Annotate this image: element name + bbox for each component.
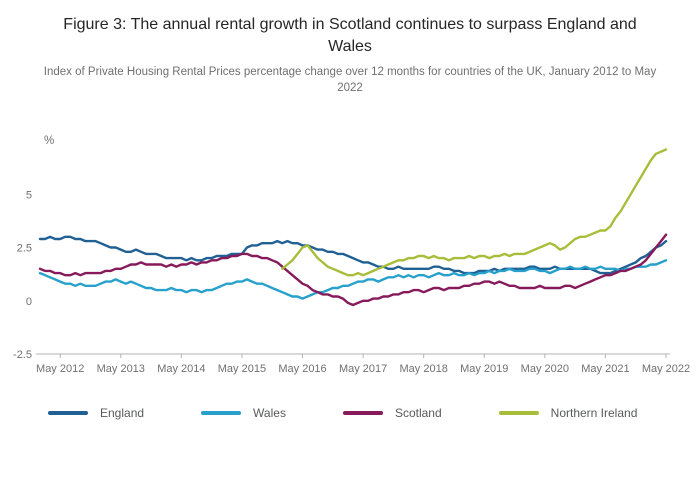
legend-swatch-icon — [201, 411, 242, 416]
x-tick-label: May 2022 — [642, 363, 690, 375]
figure-title: Figure 3: The annual rental growth in Sc… — [63, 16, 637, 55]
legend-item-scotland: Scotland — [342, 406, 442, 421]
legend-label: England — [100, 406, 145, 421]
legend-label: Northern Ireland — [550, 406, 638, 421]
legend-item-wales: Wales — [201, 406, 286, 420]
x-tick-label: May 2019 — [460, 363, 508, 375]
x-tick-label: May 2015 — [218, 363, 266, 375]
x-tick-label: May 2012 — [36, 363, 84, 375]
y-tick-label: 2.5 — [17, 243, 32, 255]
x-tick-label: May 2013 — [97, 363, 145, 375]
legend-swatch-icon — [48, 411, 88, 416]
legend-swatch-icon — [342, 411, 383, 416]
x-tick-label: May 2018 — [400, 363, 448, 375]
legend-item-northern-ireland: Northern Ireland — [498, 406, 638, 421]
y-tick-label: 0 — [26, 296, 32, 308]
chart-legend: England Wales Scotland Northern Ireland — [48, 406, 700, 420]
legend-item-england: England — [48, 406, 144, 420]
y-tick-label: -2.5 — [13, 349, 32, 361]
y-axis-unit-label: % — [44, 135, 54, 147]
series-line-wales — [38, 259, 668, 301]
x-tick-label: May 2016 — [278, 363, 326, 375]
legend-label: Wales — [253, 406, 286, 421]
x-tick-label: May 2014 — [157, 363, 205, 375]
series-line-scotland — [38, 233, 668, 307]
figure-subtitle: Index of Private Housing Rental Prices p… — [43, 66, 657, 95]
x-tick-label: May 2021 — [581, 363, 629, 375]
x-tick-label: May 2020 — [521, 363, 569, 375]
legend-swatch-icon — [498, 411, 539, 416]
rental-growth-line-chart: % -2.5 0 2.5 5 May 2012 May 2013 May 2014 May 20… — [13, 135, 690, 375]
y-tick-label: 5 — [26, 190, 32, 202]
x-tick-label: May 2017 — [339, 363, 387, 375]
figure-container: Figure 3: The annual rental growth in Sc… — [13, 16, 700, 420]
legend-label: Scotland — [394, 406, 442, 421]
series-line-northern-ireland — [281, 148, 668, 277]
